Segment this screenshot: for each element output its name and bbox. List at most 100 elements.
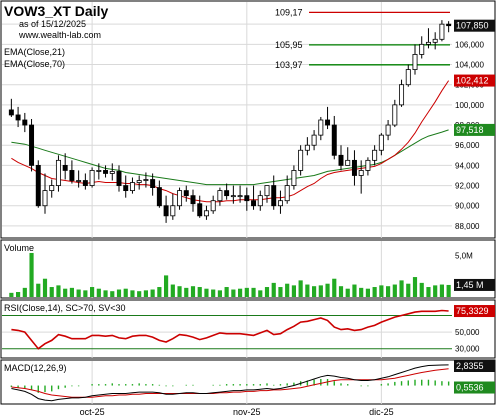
candle-body [358,170,364,176]
volume-bar [258,290,263,297]
volume-bar [143,290,148,297]
volume-bar [190,286,196,297]
candle-body [372,149,378,161]
candle-body [331,124,337,156]
ema70-badge: 97,518 [456,125,484,135]
candle-body [399,84,405,106]
price-tick-label: 100,000 [455,101,484,110]
candle-body [203,210,209,217]
site-watermark: www.wealth-lab.com [18,30,101,40]
chart-title: VOW3_XT Daily [4,3,108,19]
candle-body [103,170,109,174]
candle-body [257,195,263,207]
price-tick-label: 90,000 [455,202,480,211]
volume-bar [426,287,431,297]
rsi-badge-bg [454,305,495,318]
volume-bar [278,287,283,297]
volume-bar [150,289,155,297]
volume-bar [291,285,296,297]
volume-bar [345,288,350,297]
rsi-tick-label: 50,000 [455,328,480,337]
candle-body [318,119,324,136]
volume-bar [116,289,122,297]
candle-body [392,104,398,126]
overlay-label-ema21: EMA(Close,21) [4,47,65,57]
candle-body [432,38,438,43]
macd-hist-badge-bg [454,381,495,394]
volume-bars [9,252,451,297]
volume-bar [170,284,175,297]
volume-bar [338,286,344,297]
candle-body [170,205,176,217]
x-tick-label: oct-25 [80,407,105,417]
volume-tick-label: 5,0M [455,251,473,260]
last-close-badge: 107,850 [456,21,489,31]
candle-body [150,179,156,188]
volume-bar [439,284,444,297]
candle-body [446,23,452,27]
candle-body [156,187,162,207]
candle-body [224,190,230,197]
volume-bar [419,282,424,297]
candle-body [123,185,129,192]
volume-bar [83,290,88,297]
candle-body [62,164,68,171]
volume-bar [318,285,323,297]
volume-bar [305,284,310,297]
volume-bar [412,277,418,297]
volume-bar [399,280,404,297]
candle-body [425,41,431,45]
volume-bar [204,288,209,297]
price-tick-label: 88,000 [455,222,480,231]
ema21-badge: 102,412 [456,76,489,86]
volume-bar [63,288,68,297]
volume-bar [9,292,14,297]
price-tick-label: 96,000 [455,141,480,150]
volume-bar [22,287,27,297]
candle-body [129,182,135,192]
volume-bar [332,278,337,297]
volume-bar [446,284,451,297]
volume-bar [103,290,108,297]
volume-bar [211,289,216,297]
macd-title: MACD(12,26,9) [4,363,67,373]
price-level-label: 103,97 [275,60,303,70]
volume-bar [392,284,397,297]
candle-body [385,124,391,136]
volume-bar [231,289,236,297]
candle-body [251,200,257,207]
volume-bar [49,287,54,297]
volume-bar [365,288,370,297]
volume-bar [271,282,276,297]
candle-body [116,171,122,186]
macd-line [11,364,449,402]
candle-body [183,190,189,197]
candle-body [8,109,14,116]
volume-bar [76,289,81,297]
volume-bar [164,275,169,297]
volume-bar [56,285,61,297]
volume-bar [325,283,330,297]
volume-bar [224,287,229,297]
ema21-badge-bg [454,74,495,87]
volume-bar [217,290,222,297]
candle-body [304,144,310,151]
volume-bar [42,278,48,297]
price-level-lines: 109,17 105,95 103,97 [275,7,450,70]
volume-bar [285,283,290,297]
candle-body [69,170,75,181]
volume-title: Volume [4,243,34,253]
candle-body [136,180,142,183]
as-of-date: as of 15/12/2025 [19,19,86,29]
x-tick-label: nov-25 [233,407,261,417]
volume-bar [264,287,270,297]
volume-bar [123,288,128,297]
candle-body [55,159,61,186]
candle-body [217,190,223,202]
candle-body [42,190,48,207]
volume-bar [312,286,317,297]
rsi-title: RSI(Close,14), SC>70, SV<30 [4,303,126,313]
volume-badge: 1,45 M [456,280,484,290]
volume-bar [433,285,438,297]
rsi-lines [2,309,452,350]
